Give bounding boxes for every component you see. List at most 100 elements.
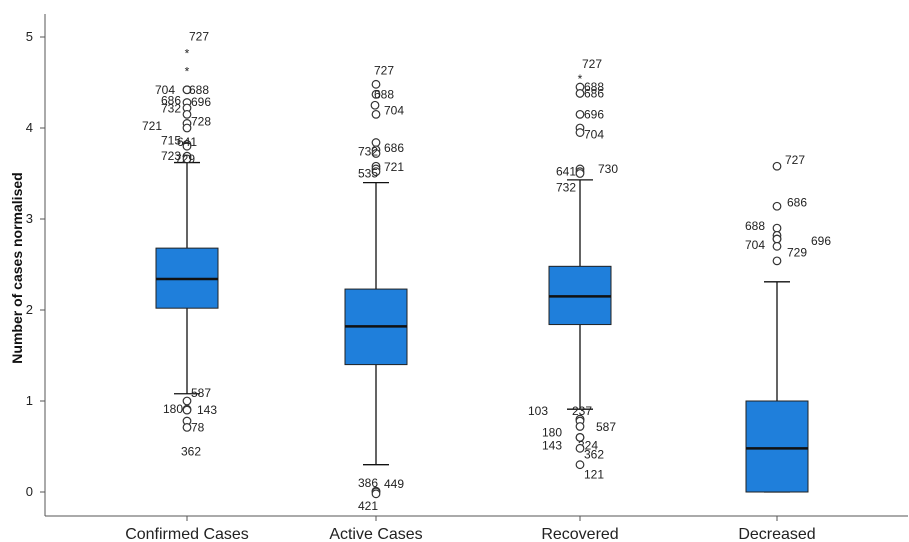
outlier-label: 730 [598,162,618,176]
extreme-point: * [185,46,190,60]
x-category-label: Active Cases [329,526,422,542]
outlier-label: 729 [175,152,195,166]
extreme-point: * [185,65,190,79]
outlier-point [575,128,585,137]
outlier-point [575,443,585,453]
outlier-label: 535 [358,167,378,181]
outlier-label: 704 [745,238,765,252]
outlier-point [182,109,192,119]
outlier-label: 727 [374,63,394,77]
box-group-1: 727 688 704 686 732 721 535 386 449 421 [344,63,408,513]
outlier-label: 727 [582,57,602,71]
outlier-label: 688 [745,219,765,233]
outlier-point [371,149,381,158]
outlier-point [182,422,192,432]
y-tick-label: 0 [26,484,33,499]
outlier-label: 696 [811,234,831,248]
outlier-label: 727 [189,29,209,43]
outlier-point [772,234,782,244]
outlier-label: 421 [358,499,378,513]
outlier-point [371,79,381,89]
y-tick-label: 1 [26,393,33,408]
outlier-label: 688 [374,87,394,101]
outlier-point [182,396,192,406]
outlier-label: 641 [556,165,576,179]
outlier-point [371,89,381,99]
outlier-point [575,109,585,119]
y-tick-label: 4 [26,120,33,135]
outlier-label: 78 [191,420,205,434]
outlier-point [182,405,192,415]
outlier-label: 686 [584,86,604,100]
category-labels: Confirmed Cases Active Cases Recovered Decr… [125,516,816,542]
outlier-label: 704 [155,83,175,97]
outlier-point [772,201,782,211]
outlier-point [575,169,585,178]
outlier-point [182,123,192,133]
outlier-label: 704 [384,103,404,117]
box-iqr [745,400,809,493]
outlier-label: 103 [528,404,548,418]
outlier-label: 180 [542,425,562,439]
y-axis-title: Number of cases normalised [9,172,25,363]
outlier-label: 732 [161,101,181,115]
outlier-label: 686 [787,195,807,209]
y-ticks: 0 1 2 3 4 5 [26,29,45,499]
outlier-label: 721 [384,160,404,174]
y-tick-label: 5 [26,29,33,44]
outlier-label: 641 [177,135,197,149]
outlier-point [371,489,381,499]
outlier-point [575,89,585,98]
outlier-label: 732 [358,144,378,158]
outlier-point [772,241,782,251]
x-category-label: Recovered [541,526,618,542]
x-category-label: Confirmed Cases [125,526,249,542]
outlier-label: 180 [163,402,183,416]
outlier-point [772,161,782,171]
box-group-3: 727 686 688 704 696 729 [745,153,831,493]
x-category-label: Decreased [738,526,815,542]
outlier-label: 362 [181,445,201,459]
outlier-label: 732 [556,181,576,195]
y-tick-label: 3 [26,211,33,226]
outlier-point [182,141,192,151]
outlier-point [575,422,585,431]
outlier-point [371,167,381,177]
outlier-label: 728 [191,114,211,128]
axes [44,14,908,517]
outlier-label: 449 [384,477,404,491]
outlier-label: 688 [584,80,604,94]
outlier-label: 729 [787,245,807,259]
outlier-label: 121 [584,468,604,482]
outlier-label: 688 [189,83,209,97]
outlier-point [772,256,782,266]
outlier-point [772,223,782,233]
outlier-label: 723 [161,149,181,163]
extreme-point: * [578,72,583,86]
outlier-point [575,433,585,442]
outlier-label: 686 [161,94,181,108]
outlier-label: 587 [596,420,616,434]
outlier-point [575,460,585,470]
outlier-label: 237 [572,404,592,418]
outlier-label: 696 [191,95,211,109]
outlier-point [182,154,192,164]
outlier-label: 686 [384,141,404,155]
outlier-label: 721 [142,119,162,133]
outlier-point [182,85,192,95]
outlier-point [370,100,380,110]
outlier-label: 727 [785,153,805,167]
y-tick-label: 2 [26,302,33,317]
outlier-label: 143 [542,438,562,452]
outlier-label: 386 [358,476,378,490]
outlier-label: 715 [161,133,181,147]
outlier-label: 704 [584,128,604,142]
outlier-label: 696 [584,107,604,121]
outlier-label: 143 [197,403,217,417]
outlier-label: 587 [191,386,211,400]
outlier-label: 362 [584,447,604,461]
